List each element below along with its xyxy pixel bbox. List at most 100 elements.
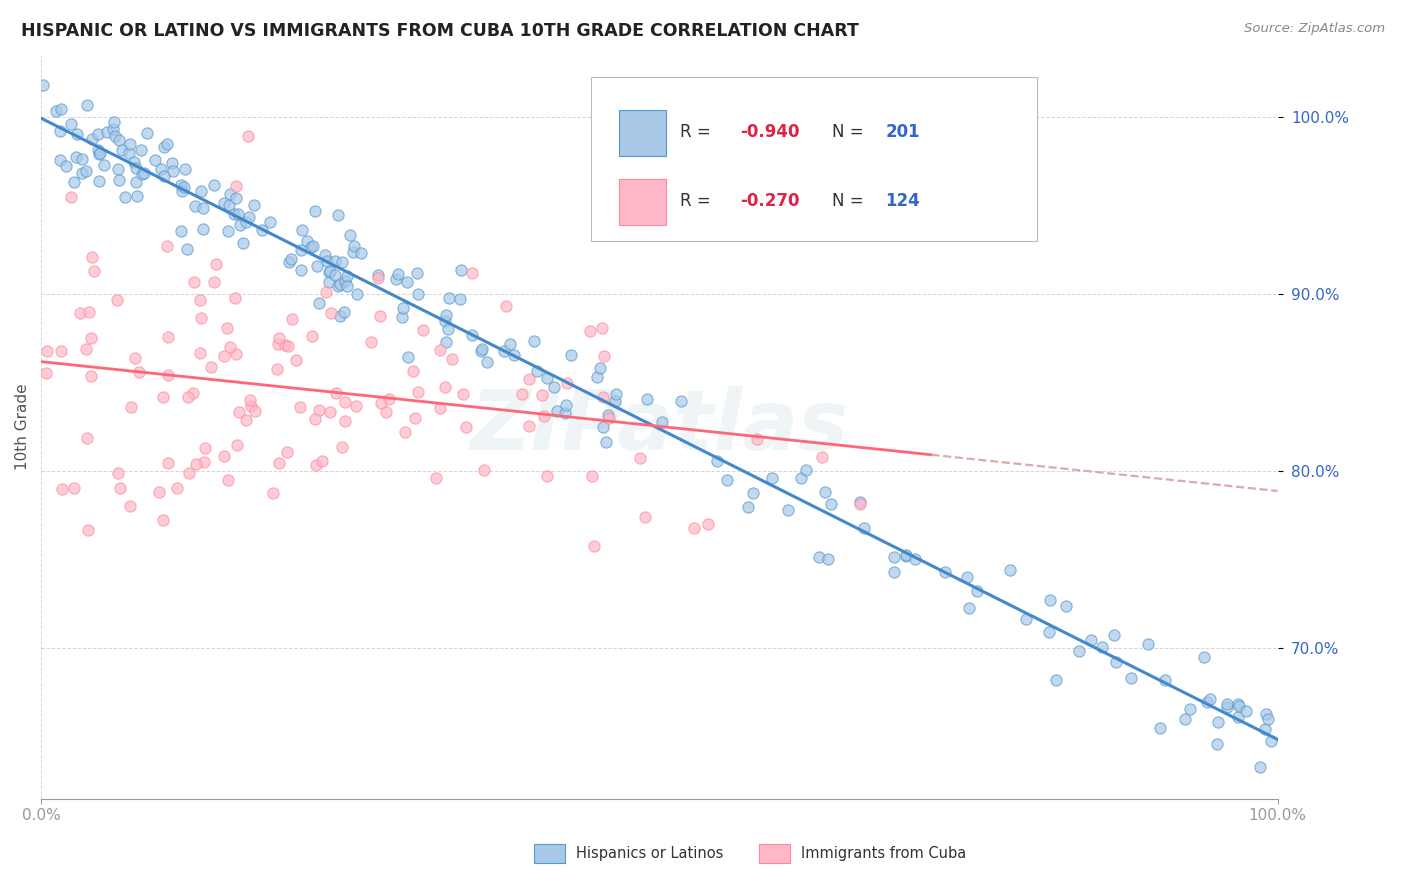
Point [883, 565, 905, 579]
Point [595, 435, 617, 450]
Point [77, 523, 100, 537]
Point [174, 162, 197, 177]
Point [406, 384, 429, 399]
Point [162, 164, 184, 178]
Point [290, 263, 312, 277]
Point [319, 264, 342, 278]
Point [429, 401, 451, 415]
Point [1227, 699, 1250, 714]
Point [111, 143, 134, 157]
Point [302, 239, 325, 253]
Point [181, 385, 204, 400]
Point [794, 463, 817, 477]
Point [103, 122, 125, 136]
Point [63, 175, 86, 189]
Point [156, 136, 179, 151]
Point [188, 346, 211, 360]
Point [215, 321, 238, 335]
Point [1091, 640, 1114, 654]
Point [315, 254, 337, 268]
Point [103, 115, 125, 129]
Point [557, 376, 579, 390]
Point [235, 215, 257, 229]
Point [55, 159, 77, 173]
Text: N =: N = [832, 123, 869, 142]
Point [1054, 599, 1077, 613]
Text: Immigrants from Cuba: Immigrants from Cuba [801, 847, 967, 861]
Point [636, 392, 658, 406]
Point [697, 516, 720, 531]
Point [360, 334, 382, 349]
Point [219, 340, 242, 354]
Point [475, 355, 498, 369]
Point [214, 449, 236, 463]
Point [1149, 721, 1171, 735]
Point [325, 386, 347, 401]
FancyBboxPatch shape [619, 178, 665, 225]
Point [259, 215, 281, 229]
Point [183, 275, 205, 289]
Point [191, 201, 214, 215]
Point [143, 153, 166, 167]
Point [225, 191, 247, 205]
Point [118, 499, 141, 513]
Point [742, 485, 765, 500]
Point [761, 471, 783, 485]
Point [285, 352, 308, 367]
Point [170, 184, 193, 198]
FancyBboxPatch shape [534, 844, 565, 863]
Point [308, 403, 330, 417]
Point [1260, 734, 1282, 748]
Point [87, 127, 110, 141]
Point [598, 411, 620, 425]
Point [83, 263, 105, 277]
Point [267, 457, 290, 471]
Point [69, 306, 91, 320]
Point [305, 458, 328, 472]
Point [335, 415, 357, 429]
Text: Source: ZipAtlas.com: Source: ZipAtlas.com [1244, 22, 1385, 36]
Point [217, 473, 239, 487]
Point [307, 259, 329, 273]
Point [200, 360, 222, 375]
Point [238, 211, 260, 225]
Point [581, 469, 603, 483]
Point [190, 310, 212, 325]
Point [76, 431, 98, 445]
FancyBboxPatch shape [592, 78, 1036, 241]
Point [370, 309, 392, 323]
Point [60, 190, 83, 204]
Point [402, 364, 425, 378]
Point [183, 199, 205, 213]
Point [683, 521, 706, 535]
Point [319, 404, 342, 418]
Point [998, 563, 1021, 577]
Point [404, 411, 426, 425]
Point [108, 481, 131, 495]
Point [177, 390, 200, 404]
Point [533, 409, 555, 423]
Point [396, 351, 419, 365]
Point [51, 102, 73, 116]
Point [396, 275, 419, 289]
Point [153, 139, 176, 153]
Point [434, 313, 457, 327]
Point [301, 240, 323, 254]
Point [461, 327, 484, 342]
Point [1174, 712, 1197, 726]
Point [1195, 695, 1218, 709]
Point [1199, 691, 1222, 706]
Point [105, 293, 128, 308]
Point [232, 235, 254, 250]
Point [811, 450, 834, 464]
Point [107, 161, 129, 176]
Point [225, 347, 247, 361]
Point [956, 569, 979, 583]
Point [849, 494, 872, 508]
Point [1227, 710, 1250, 724]
Point [1216, 697, 1239, 711]
Point [89, 173, 111, 187]
Point [291, 223, 314, 237]
Point [934, 566, 956, 580]
Point [503, 348, 526, 362]
